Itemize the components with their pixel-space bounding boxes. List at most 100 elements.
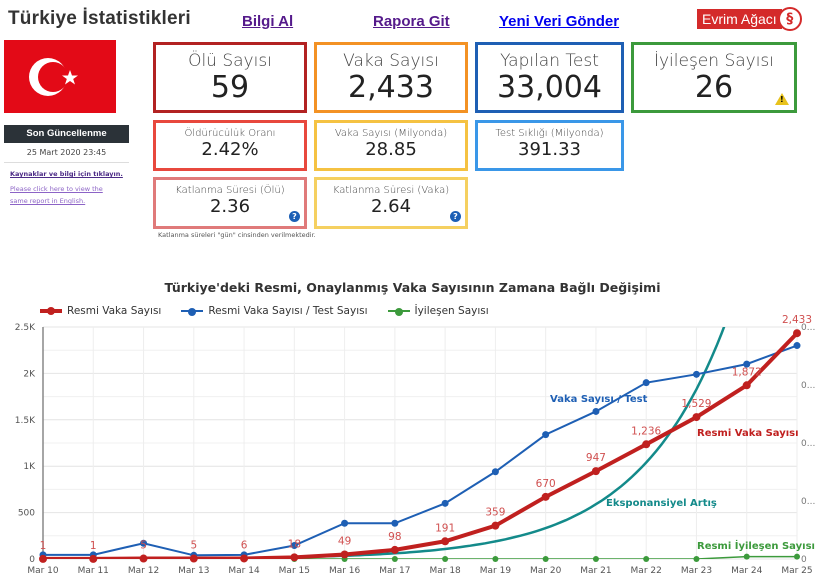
turkey-flag — [4, 40, 116, 113]
x-tick-label: Mar 13 — [178, 566, 209, 576]
x-tick-label: Mar 18 — [429, 566, 461, 576]
x-tick-label: Mar 23 — [681, 566, 712, 576]
right-y-tick-label: 0... — [801, 323, 815, 333]
cases-per-million-value: 28.85 — [365, 139, 417, 160]
legend-item-cases[interactable]: Resmi Vaka Sayısı — [40, 305, 161, 317]
right-y-tick-label: 0... — [801, 497, 815, 507]
evrim-agaci-logo[interactable]: Evrim Ağacı § — [697, 7, 802, 31]
x-tick-label: Mar 24 — [731, 566, 763, 576]
cases-series-point — [390, 545, 399, 554]
cases-per-test-series-line — [43, 344, 797, 557]
sources-link[interactable]: Kaynaklar ve bilgi için tıklayın. — [10, 170, 123, 178]
x-tick-label: Mar 10 — [27, 566, 59, 576]
cases-series-point — [692, 413, 701, 422]
x-tick-label: Mar 21 — [580, 566, 611, 576]
legend-label: Resmi Vaka Sayısı / Test Sayısı — [208, 305, 368, 317]
legend-swatch — [40, 306, 62, 315]
series-annotation: Eksponansiyel Artış — [606, 498, 717, 509]
x-tick-label: Mar 17 — [379, 566, 410, 576]
y-tick-label: 2K — [23, 369, 36, 379]
legend-swatch — [181, 307, 204, 316]
cases-per-test-series-point — [341, 519, 349, 527]
cases-per-million-card: Vaka Sayısı (Milyonda) 28.85 — [314, 120, 468, 171]
cases-label: Vaka Sayısı — [343, 51, 439, 71]
x-tick-label: Mar 16 — [329, 566, 361, 576]
cases-series-line — [43, 331, 797, 559]
data-label: 1,872 — [732, 366, 762, 378]
data-label: 98 — [388, 531, 401, 543]
cases-series-point — [340, 550, 349, 559]
recovered-value: 26 — [694, 70, 734, 105]
cases-series-point — [642, 440, 651, 449]
cases-series-point — [290, 553, 299, 562]
last-updated-label: Son Güncellenme — [4, 125, 129, 143]
cases-per-test-series-point — [290, 542, 298, 550]
cases-series-point — [541, 492, 550, 501]
chart-legend: Resmi Vaka Sayısı Resmi Vaka Sayısı / Te… — [40, 305, 489, 317]
recovered-label: İyileşen Sayısı — [653, 51, 775, 71]
recovered-card: İyileşen Sayısı 26 ! — [631, 42, 797, 113]
data-label: 1,529 — [681, 398, 711, 410]
x-tick-label: Mar 11 — [78, 566, 109, 576]
english-report-link[interactable]: Please click here to view the same repor… — [10, 185, 103, 205]
recovered-series-point — [391, 556, 398, 562]
fatality-card: Öldürücülük Oranı 2.42% — [153, 120, 307, 171]
fatality-label: Öldürücülük Oranı — [184, 128, 276, 139]
x-tick-label: Mar 25 — [781, 566, 812, 576]
y-tick-label: 500 — [18, 509, 35, 519]
cases-per-test-series-point — [692, 370, 700, 378]
data-label: 670 — [536, 478, 556, 490]
help-icon[interactable]: ? — [289, 211, 300, 222]
cases-per-test-series-point — [793, 342, 801, 350]
doubling-note: Katlanma süreleri "gün" cinsinden verilm… — [158, 231, 316, 239]
help-icon[interactable]: ? — [450, 211, 461, 222]
recovered-series-point — [592, 556, 599, 562]
right-y-tick-label: 0... — [801, 381, 815, 391]
recovered-series-point — [542, 556, 549, 562]
x-tick-label: Mar 22 — [631, 566, 662, 576]
test-per-million-value: 391.33 — [518, 139, 581, 160]
data-label: 5 — [190, 540, 197, 552]
y-tick-label: 1K — [23, 462, 36, 472]
recovered-series-point — [794, 553, 800, 560]
divider — [4, 162, 129, 163]
legend-swatch — [387, 307, 410, 316]
recovered-series-point — [492, 556, 499, 562]
warning-icon[interactable]: ! — [775, 93, 789, 105]
doubling-deaths-label: Katlanma Süresi (Ölü) — [175, 185, 285, 196]
cases-per-test-series-point — [391, 519, 399, 527]
y-tick-label: 2.5K — [15, 323, 36, 333]
doubling-cases-value: 2.64 — [370, 196, 412, 217]
data-label: 947 — [586, 452, 606, 464]
right-y-tick-label: 0 — [801, 555, 807, 565]
data-label: 5 — [140, 540, 147, 552]
data-label: 1,236 — [631, 425, 661, 437]
legend-item-recovered[interactable]: İyileşen Sayısı — [387, 305, 489, 317]
logo-text: Evrim Ağacı — [697, 9, 782, 29]
doubling-deaths-card: Katlanma Süresi (Ölü) 2.36 ? — [153, 177, 307, 229]
cases-series-point — [742, 381, 751, 390]
submit-data-link[interactable]: Yeni Veri Gönder — [499, 13, 620, 30]
deaths-value: 59 — [210, 70, 250, 105]
test-per-million-label: Test Sıklığı (Milyonda) — [495, 128, 604, 139]
legend-item-cases-per-test[interactable]: Resmi Vaka Sayısı / Test Sayısı — [181, 305, 368, 317]
report-link[interactable]: Rapora Git — [373, 13, 450, 30]
deaths-card: Ölü Sayısı 59 — [153, 42, 307, 113]
last-updated-date: 25 Mart 2020 23:45 — [26, 148, 107, 157]
cases-per-test-series-point — [592, 407, 600, 415]
recovered-series-point — [643, 556, 650, 562]
right-y-tick-label: 0... — [801, 439, 815, 449]
cases-series-point — [89, 554, 98, 563]
data-label: 18 — [288, 538, 301, 550]
cases-series-point — [491, 521, 500, 530]
series-annotation: Vaka Sayısı / Test — [550, 394, 648, 405]
cases-per-test-series-point — [491, 468, 499, 476]
dna-icon: § — [777, 7, 802, 31]
cases-series-point — [189, 554, 198, 563]
page-title: Türkiye İstatistikleri — [8, 8, 191, 29]
y-tick-label: 0 — [29, 555, 35, 565]
info-link[interactable]: Bilgi Al — [242, 13, 294, 30]
recovered-series-point — [743, 553, 750, 560]
cases-series-point — [441, 537, 450, 546]
x-tick-label: Mar 19 — [480, 566, 512, 576]
